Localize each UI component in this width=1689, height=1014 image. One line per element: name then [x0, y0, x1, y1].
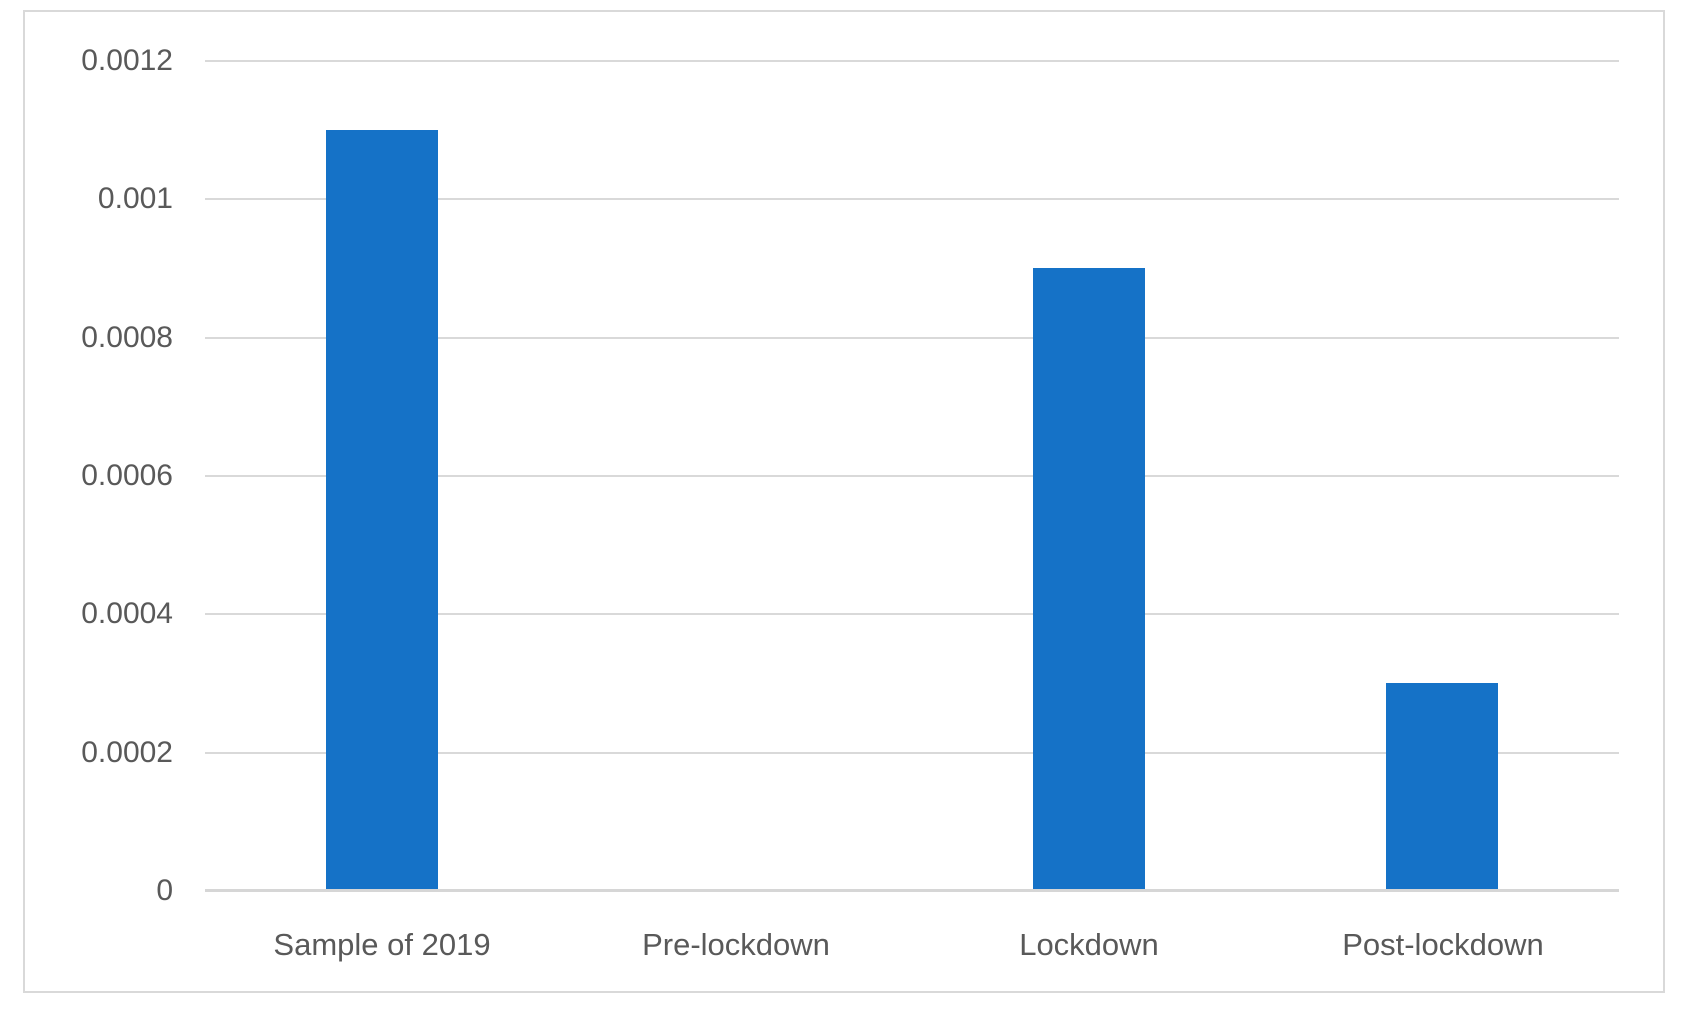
gridline — [205, 198, 1619, 201]
x-axis-line — [205, 889, 1619, 892]
y-axis-tick-label: 0.0006 — [81, 459, 173, 492]
y-axis-tick-label: 0.0008 — [81, 320, 173, 354]
x-axis-label-post-lockdown: Post-lockdown — [1342, 927, 1544, 962]
bar-lockdown — [1033, 268, 1145, 891]
bar-sample-of-2019 — [326, 130, 438, 891]
gridline — [205, 60, 1619, 62]
y-axis-tick-label: 0 — [156, 874, 173, 907]
x-axis-label-sample-of-2019: Sample of 2019 — [273, 927, 491, 962]
x-axis-label-lockdown: Lockdown — [1019, 927, 1159, 962]
gridline — [205, 336, 1619, 339]
bar-post-lockdown — [1386, 683, 1498, 891]
gridline — [205, 475, 1619, 477]
y-axis-tick-label: 0.001 — [97, 182, 173, 216]
gridline — [205, 751, 1619, 754]
y-axis-tick-label: 0.0002 — [81, 735, 173, 769]
plot-area — [205, 60, 1619, 892]
y-axis-tick-label: 0.0004 — [81, 597, 173, 631]
chart-frame: 0 0.0002 0.0004 0.0006 0.0008 0.001 0.0012 Sam… — [23, 10, 1665, 993]
gridline — [205, 613, 1619, 616]
x-axis-label-pre-lockdown: Pre-lockdown — [642, 927, 830, 962]
y-axis-tick-label: 0.0012 — [81, 44, 173, 77]
